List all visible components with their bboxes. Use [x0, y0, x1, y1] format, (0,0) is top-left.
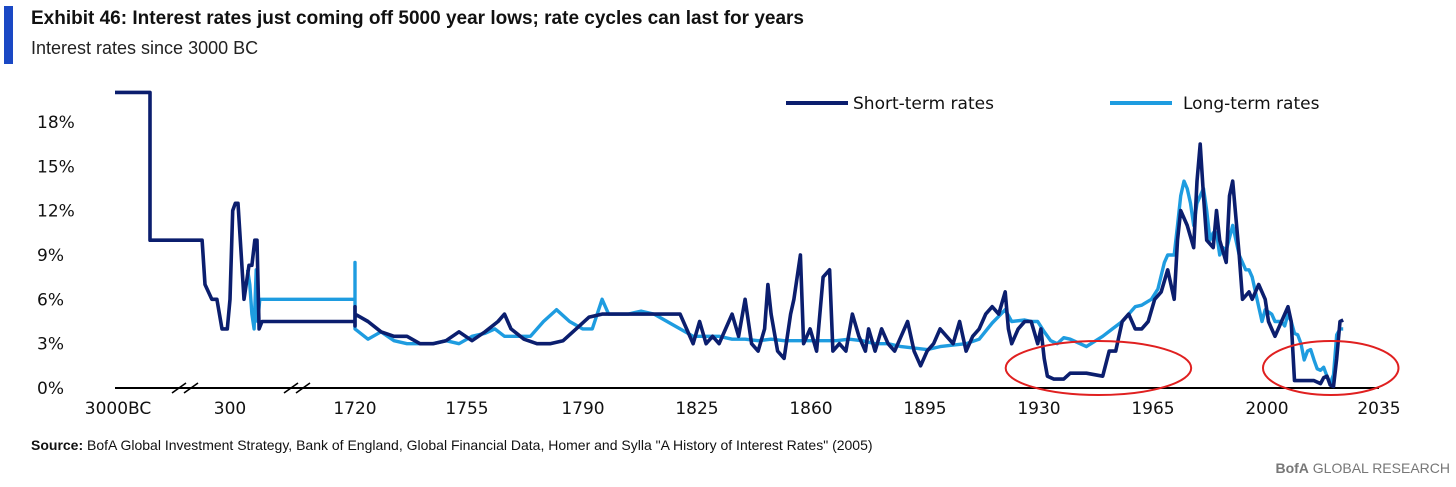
x-tick-label: 1720 — [333, 399, 376, 419]
brand-mark: BofA GLOBAL RESEARCH — [1275, 460, 1450, 476]
legend-label: Long-term rates — [1183, 94, 1320, 114]
axis-break-mark — [183, 382, 199, 394]
axis-break-mark — [171, 382, 187, 394]
brand-bold: BofA — [1275, 460, 1309, 476]
x-tick-label: 1860 — [789, 399, 832, 419]
source-text: BofA Global Investment Strategy, Bank of… — [83, 437, 873, 453]
x-tick-label: 1965 — [1131, 399, 1174, 419]
x-tick-label: 300 — [214, 399, 246, 419]
brand-rest: GLOBAL RESEARCH — [1308, 460, 1450, 476]
y-tick-label: 12% — [37, 202, 75, 222]
x-tick-label: 1930 — [1017, 399, 1060, 419]
y-tick-label: 18% — [37, 113, 75, 133]
y-tick-label: 15% — [37, 157, 75, 177]
source-note: Source: BofA Global Investment Strategy,… — [31, 437, 873, 453]
legend: Short-term rates Long-term rates — [786, 94, 1320, 114]
axis-breaks — [171, 382, 311, 394]
x-tick-label: 1755 — [445, 399, 488, 419]
highlight-circle — [1261, 340, 1400, 396]
x-tick-label: 1825 — [675, 399, 718, 419]
source-label: Source: — [31, 437, 84, 453]
x-tick-label: 3000BC — [85, 399, 152, 419]
y-tick-label: 9% — [37, 246, 64, 266]
y-axis: 0% 3% 6% 9% 12% 15% 18% — [37, 113, 75, 399]
series-layer — [115, 90, 1344, 389]
accent-bar — [4, 6, 13, 64]
x-tick-label: 2000 — [1245, 399, 1288, 419]
short-term-rates-line — [115, 90, 1344, 389]
axis-break-mark — [295, 382, 311, 394]
x-tick-label: 1895 — [903, 399, 946, 419]
x-tick-label: 2035 — [1357, 399, 1400, 419]
axis-break-mark — [283, 382, 299, 394]
x-tick-label: 1790 — [561, 399, 604, 419]
y-tick-label: 3% — [37, 335, 64, 355]
y-tick-label: 0% — [37, 379, 64, 399]
y-tick-label: 6% — [37, 290, 64, 310]
annotation-layer — [1004, 340, 1400, 396]
legend-label: Short-term rates — [853, 94, 994, 114]
highlight-circle — [1004, 340, 1193, 396]
x-axis: 3000BC 300 1720 1755 1790 1825 1860 1895 1930 196… — [85, 399, 1401, 419]
chart-title: Exhibit 46: Interest rates just coming o… — [31, 8, 804, 29]
chart-subtitle: Interest rates since 3000 BC — [31, 38, 259, 58]
